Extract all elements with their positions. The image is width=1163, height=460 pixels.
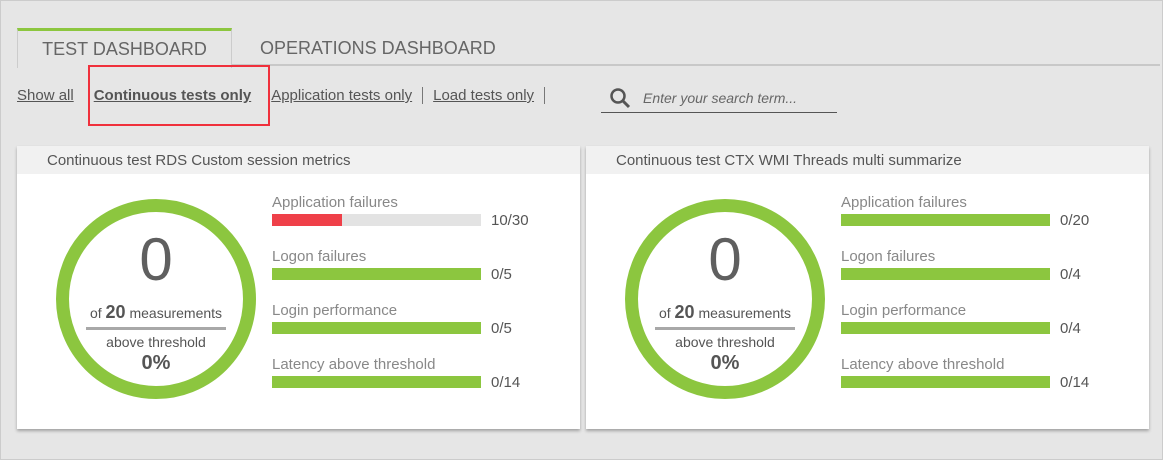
above-threshold-percent: 0% bbox=[710, 352, 740, 374]
tab-operations-dashboard[interactable]: OPERATIONS DASHBOARD bbox=[260, 38, 496, 58]
metric-progress-fill bbox=[841, 322, 1050, 334]
metric-progress-bar bbox=[272, 268, 481, 280]
card-title: Continuous test RDS Custom session metri… bbox=[17, 146, 580, 174]
filter-application-tests[interactable]: Application tests only bbox=[271, 87, 424, 104]
measurement-total: of 20 measurements bbox=[86, 302, 226, 330]
metric-value: 0/5 bbox=[491, 266, 512, 283]
metric-progress-bar bbox=[841, 214, 1050, 226]
measurement-gauge: 0 of 20 measurements above threshold 0% bbox=[56, 199, 256, 399]
metric-label: Logon failures bbox=[841, 248, 936, 265]
metric-progress-fill bbox=[272, 214, 342, 226]
metric-row: Logon failures 0/4 bbox=[841, 248, 1081, 302]
metric-progress-bar bbox=[841, 376, 1050, 388]
metric-progress-bar bbox=[841, 268, 1050, 280]
dashboard-tabs: TEST DASHBOARD OPERATIONS DASHBOARD bbox=[17, 28, 1160, 68]
above-threshold-label: above threshold bbox=[106, 334, 206, 350]
search-icon[interactable] bbox=[609, 87, 631, 109]
metric-value: 0/14 bbox=[1060, 374, 1090, 391]
metric-progress-fill bbox=[272, 376, 481, 388]
metric-progress-fill bbox=[841, 268, 1050, 280]
metric-row: Latency above threshold 0/14 bbox=[272, 356, 520, 410]
metric-value: 0/14 bbox=[491, 374, 521, 391]
metric-progress-fill bbox=[841, 376, 1050, 388]
metrics-list: Application failures 0/20 Logon failures… bbox=[841, 194, 1089, 410]
metric-label: Latency above threshold bbox=[272, 356, 436, 373]
metric-value: 0/4 bbox=[1060, 266, 1081, 283]
metrics-list: Application failures 10/30 Logon failure… bbox=[272, 194, 529, 410]
metric-label: Latency above threshold bbox=[841, 356, 1005, 373]
metric-row: Login performance 0/5 bbox=[272, 302, 512, 356]
card-title: Continuous test CTX WMI Threads multi su… bbox=[586, 146, 1149, 174]
above-threshold-count: 0 bbox=[139, 226, 173, 293]
test-card[interactable]: Continuous test CTX WMI Threads multi su… bbox=[586, 146, 1149, 429]
metric-label: Application failures bbox=[841, 194, 967, 211]
metric-value: 0/20 bbox=[1060, 212, 1090, 229]
metric-value: 0/4 bbox=[1060, 320, 1081, 337]
filter-continuous-tests[interactable]: Continuous tests only bbox=[93, 87, 252, 104]
of-label: of bbox=[658, 305, 671, 321]
metric-row: Application failures 0/20 bbox=[841, 194, 1089, 248]
metric-row: Login performance 0/4 bbox=[841, 302, 1081, 356]
metric-progress-bar bbox=[272, 376, 481, 388]
test-card[interactable]: Continuous test RDS Custom session metri… bbox=[17, 146, 580, 429]
search-input[interactable] bbox=[641, 88, 831, 107]
search-box bbox=[601, 83, 837, 113]
metric-progress-bar bbox=[841, 322, 1050, 334]
metric-row: Logon failures 0/5 bbox=[272, 248, 512, 302]
tab-test-dashboard[interactable]: TEST DASHBOARD bbox=[17, 28, 232, 68]
filter-load-tests[interactable]: Load tests only bbox=[433, 87, 546, 104]
metric-progress-fill bbox=[272, 268, 481, 280]
metric-progress-fill bbox=[841, 214, 1050, 226]
metric-label: Logon failures bbox=[272, 248, 367, 265]
above-threshold-label: above threshold bbox=[675, 334, 775, 350]
highlight-box bbox=[88, 65, 270, 126]
total-count: 20 bbox=[105, 302, 126, 322]
filter-bar: Show all Continuous tests only Applicati… bbox=[17, 87, 555, 104]
metric-value: 10/30 bbox=[491, 212, 529, 229]
above-threshold-count: 0 bbox=[708, 226, 742, 293]
metric-row: Latency above threshold 0/14 bbox=[841, 356, 1089, 410]
measurements-label: measurements bbox=[698, 305, 792, 321]
total-count: 20 bbox=[674, 302, 695, 322]
metric-progress-fill bbox=[272, 322, 481, 334]
metric-label: Login performance bbox=[841, 302, 967, 319]
of-label: of bbox=[89, 305, 102, 321]
metric-value: 0/5 bbox=[491, 320, 512, 337]
metric-label: Login performance bbox=[272, 302, 398, 319]
metric-label: Application failures bbox=[272, 194, 398, 211]
metric-row: Application failures 10/30 bbox=[272, 194, 529, 248]
metric-progress-bar bbox=[272, 214, 481, 226]
above-threshold-percent: 0% bbox=[141, 352, 171, 374]
filter-show-all[interactable]: Show all bbox=[17, 87, 74, 104]
measurements-label: measurements bbox=[129, 305, 223, 321]
measurement-total: of 20 measurements bbox=[655, 302, 795, 330]
measurement-gauge: 0 of 20 measurements above threshold 0% bbox=[625, 199, 825, 399]
metric-progress-bar bbox=[272, 322, 481, 334]
